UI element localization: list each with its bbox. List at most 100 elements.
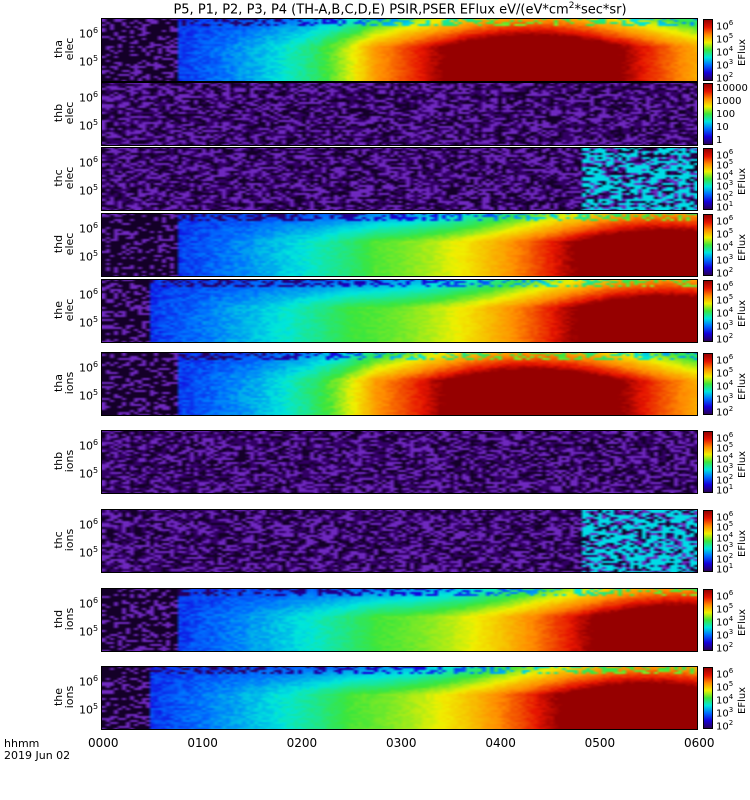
- color-bar-tick-base: 10: [716, 708, 729, 720]
- color-bar-tick-label: 104: [716, 240, 733, 253]
- color-bar-tick-label: 103: [716, 58, 733, 71]
- color-bar-tick-base: 10: [716, 604, 729, 616]
- y-tick-exponent: 6: [93, 438, 99, 447]
- y-axis-label: thd elec: [52, 232, 76, 256]
- color-bar-tick-label: 102: [716, 266, 733, 279]
- color-bar-tick-exponent: 2: [728, 332, 734, 340]
- color-bar-tick-exponent: 4: [728, 168, 734, 177]
- color-bar-tick-label: 103: [716, 462, 733, 475]
- y-tick-base: 10: [79, 316, 93, 330]
- color-bar-tick-base: 10: [716, 308, 729, 320]
- y-tick-label: 105: [79, 315, 98, 330]
- x-tick-label: 0600: [684, 736, 715, 750]
- y-tick-exponent: 5: [93, 624, 99, 633]
- color-bar-tick-exponent: 2: [728, 189, 734, 198]
- y-tick-base: 10: [79, 27, 93, 41]
- y-tick-exponent: 6: [93, 360, 99, 369]
- y-tick-base: 10: [79, 184, 93, 198]
- color-bar-tick-base: 10: [716, 721, 729, 733]
- color-bar-tick-exponent: 2: [728, 71, 734, 79]
- color-bar-tick-label: 104: [716, 306, 733, 319]
- y-axis-label-line: elec: [63, 298, 76, 322]
- color-bar-title: EFlux: [737, 167, 748, 195]
- color-bar-title: EFlux: [737, 686, 748, 714]
- y-tick-exponent: 6: [93, 90, 99, 99]
- y-tick-label: 105: [79, 118, 98, 133]
- color-bar-title: EFlux: [737, 608, 748, 636]
- color-bar-tick-base: 10: [716, 160, 729, 172]
- color-bar-tick-base: 10: [716, 355, 729, 367]
- color-bar-tick-exponent: 3: [728, 58, 734, 66]
- spectrogram-thd-ions: [102, 588, 698, 652]
- color-bar-tick-base: 10: [716, 433, 729, 445]
- color-bar-tick-base: 10: [716, 171, 729, 183]
- y-tick-label: 105: [79, 54, 98, 69]
- color-bar-tick-base: 10: [716, 485, 729, 497]
- color-bar-title: EFlux: [737, 233, 748, 261]
- y-axis-label-line: ions: [63, 685, 76, 709]
- y-tick-exponent: 5: [93, 315, 99, 324]
- spectrogram-image: [102, 352, 698, 416]
- color-bar-tick-label: 105: [716, 32, 733, 45]
- spectrogram-thd-elec: [102, 213, 698, 277]
- color-bar-tick-base: 10: [716, 533, 729, 545]
- color-bar-tick-exponent: 1: [728, 483, 734, 491]
- spectrogram-image: [102, 147, 698, 211]
- color-bar-tick-base: 10: [716, 255, 729, 267]
- color-bar-tick-exponent: 4: [728, 45, 734, 53]
- color-bar: [703, 19, 713, 81]
- spectrogram-image: [102, 666, 698, 730]
- y-tick-base: 10: [79, 625, 93, 639]
- color-bar-tick-base: 10: [716, 368, 729, 380]
- y-tick-label: 106: [79, 155, 98, 170]
- y-axis-label: thb ions: [52, 449, 76, 473]
- color-bar-tick-exponent: 1: [728, 200, 734, 208]
- color-bar-tick-base: 10: [716, 669, 729, 681]
- color-bar-tick-base: 10: [716, 229, 729, 241]
- color-bar-tick-label: 104: [716, 169, 733, 182]
- color-bar-tick-label: 102: [716, 473, 733, 486]
- color-bar-tick-base: 10000: [716, 83, 748, 94]
- y-tick-exponent: 6: [93, 221, 99, 230]
- y-axis-label: tha ions: [52, 371, 76, 395]
- color-bar-tick-label: 105: [716, 227, 733, 240]
- x-tick-label: 0500: [584, 736, 616, 750]
- color-bar-tick-exponent: 3: [728, 253, 734, 261]
- title-superscript: 2: [568, 1, 575, 11]
- color-bar-tick-base: 10: [716, 191, 729, 203]
- color-bar-tick-exponent: 5: [728, 366, 734, 374]
- title-main: P5, P1, P2, P3, P4 (TH-A,B,C,D,E) PSIR,P…: [173, 2, 569, 18]
- color-bar-tick-label: 103: [716, 253, 733, 266]
- color-bar-tick-base: 10: [716, 695, 729, 707]
- color-bar-tick-label: 10: [716, 122, 729, 133]
- spectrogram-image: [102, 509, 698, 573]
- y-tick-base: 10: [79, 288, 93, 302]
- color-bar-tick-exponent: 2: [728, 266, 734, 274]
- color-bar-title: EFlux: [737, 299, 748, 327]
- color-bar-tick-exponent: 5: [728, 602, 734, 610]
- y-axis-label: thd ions: [52, 607, 76, 631]
- color-bar-tick-label: 105: [716, 680, 733, 693]
- color-bar-tick-exponent: 4: [728, 240, 734, 248]
- color-bar-tick-label: 105: [716, 520, 733, 533]
- y-axis-label-line: elec: [63, 232, 76, 256]
- color-bar-tick-exponent: 3: [728, 628, 734, 636]
- color-bar-tick-label: 102: [716, 641, 733, 654]
- color-bar: [703, 510, 713, 572]
- y-tick-base: 10: [79, 55, 93, 69]
- y-tick-label: 106: [79, 221, 98, 236]
- spectrogram-image: [102, 82, 698, 146]
- color-bar-tick-label: 106: [716, 589, 733, 602]
- color-bar-tick-label: 103: [716, 179, 733, 192]
- spectrogram-image: [102, 588, 698, 652]
- x-tick-label: 0400: [485, 736, 516, 750]
- x-axis-label-unit: hhmm: [4, 737, 40, 750]
- y-tick-label: 105: [79, 624, 98, 639]
- color-bar-tick-label: 106: [716, 353, 733, 366]
- color-bar-tick-exponent: 2: [728, 641, 734, 649]
- y-tick-exponent: 5: [93, 466, 99, 475]
- color-bar-tick-base: 10: [716, 268, 729, 280]
- color-bar-title: EFlux: [737, 529, 748, 557]
- color-bar-tick-label: 103: [716, 392, 733, 405]
- y-tick-base: 10: [79, 119, 93, 133]
